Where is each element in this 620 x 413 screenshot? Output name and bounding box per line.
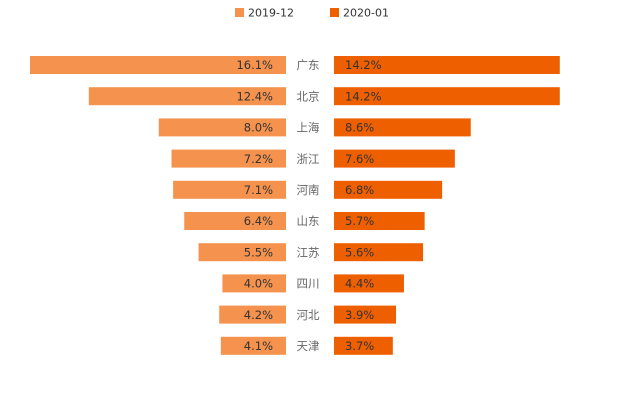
category-label-北京: 北京: [297, 89, 320, 103]
value-label-2019-12-浙江: 7.2%: [244, 152, 273, 166]
value-label-2019-12-上海: 8.0%: [244, 121, 273, 135]
labels-group: 16.1% 广东 14.2% 12.4% 北京 14.2% 8.0% 上海 8.6% 7.2% 浙江…: [236, 58, 381, 353]
value-label-2020-01-上海: 8.6%: [345, 121, 374, 135]
bar-2019-12-北京[interactable]: [88, 87, 286, 106]
value-label-2019-12-北京: 12.4%: [236, 89, 273, 103]
value-label-2019-12-山东: 6.4%: [244, 214, 273, 228]
value-label-2020-01-北京: 14.2%: [345, 89, 382, 103]
category-label-天津: 天津: [297, 339, 320, 353]
bar-2019-12-江苏[interactable]: [198, 243, 286, 262]
bar-2019-12-河北[interactable]: [219, 305, 286, 324]
category-label-河北: 河北: [297, 308, 320, 322]
bar-2019-12-四川[interactable]: [222, 274, 286, 293]
bar-2019-12-上海[interactable]: [158, 118, 286, 137]
value-label-2019-12-天津: 4.1%: [244, 339, 273, 353]
value-label-2020-01-天津: 3.7%: [345, 339, 374, 353]
value-label-2019-12-江苏: 5.5%: [244, 245, 273, 259]
value-label-2020-01-江苏: 5.6%: [345, 245, 374, 259]
value-label-2020-01-山东: 5.7%: [345, 214, 374, 228]
bar-2020-01-天津[interactable]: [334, 336, 393, 355]
bar-2020-01-北京[interactable]: [334, 87, 560, 106]
category-label-上海: 上海: [297, 121, 320, 135]
bar-2019-12-广东[interactable]: [30, 56, 286, 74]
bar-2019-12-河南[interactable]: [173, 180, 286, 199]
bar-2020-01-河北[interactable]: [334, 305, 397, 324]
bar-2020-01-四川[interactable]: [334, 274, 404, 293]
legend-swatch-2019-12[interactable]: [235, 8, 244, 17]
bar-2020-01-上海[interactable]: [334, 118, 471, 137]
value-label-2020-01-浙江: 7.6%: [345, 152, 374, 166]
value-label-2020-01-河南: 6.8%: [345, 183, 374, 197]
legend-swatch-2020-01[interactable]: [330, 8, 339, 17]
value-label-2020-01-河北: 3.9%: [345, 308, 374, 322]
bar-2020-01-广东[interactable]: [334, 56, 560, 74]
category-label-河南: 河南: [297, 183, 320, 197]
category-label-浙江: 浙江: [297, 152, 320, 166]
bar-2020-01-山东[interactable]: [334, 212, 425, 230]
category-label-四川: 四川: [297, 277, 320, 291]
legend-label-2019-12[interactable]: 2019-12: [248, 7, 294, 20]
value-label-2019-12-四川: 4.0%: [244, 277, 273, 291]
value-label-2019-12-河南: 7.1%: [244, 183, 273, 197]
value-label-2019-12-广东: 16.1%: [236, 58, 273, 72]
bar-2020-01-河南[interactable]: [334, 180, 443, 199]
value-label-2020-01-广东: 14.2%: [345, 58, 382, 72]
category-label-广东: 广东: [297, 58, 320, 72]
category-label-江苏: 江苏: [297, 245, 320, 259]
bar-2020-01-浙江[interactable]: [334, 149, 455, 168]
legend: 2019-12 2020-01: [235, 7, 389, 20]
bars-group: [30, 56, 560, 355]
bar-2020-01-江苏[interactable]: [334, 243, 424, 262]
value-label-2020-01-四川: 4.4%: [345, 277, 374, 291]
legend-label-2020-01[interactable]: 2020-01: [343, 7, 389, 20]
value-label-2019-12-河北: 4.2%: [244, 308, 273, 322]
bar-2019-12-山东[interactable]: [184, 212, 286, 230]
bar-2019-12-浙江[interactable]: [171, 149, 286, 168]
category-label-山东: 山东: [297, 214, 320, 228]
bar-2019-12-天津[interactable]: [220, 336, 286, 355]
